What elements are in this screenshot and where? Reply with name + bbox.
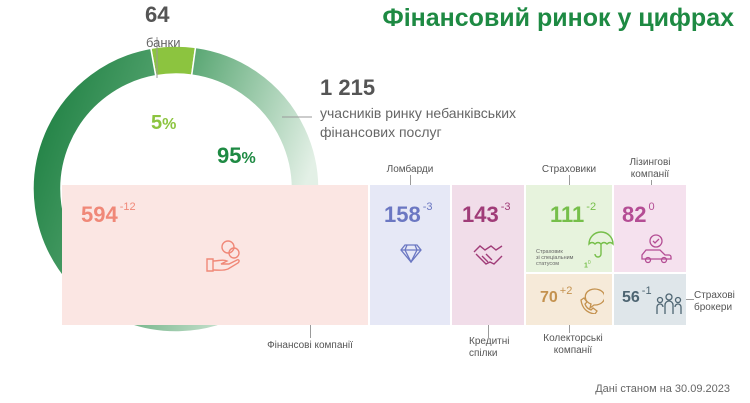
tile-value: 111 -2	[550, 201, 596, 228]
label-insurers: Страховики	[541, 164, 597, 175]
leader-line-leasing	[651, 180, 652, 185]
label-financial-companies: Фінансові компанії	[267, 340, 353, 351]
tile-bg	[62, 185, 368, 325]
tile-value: 82 0	[622, 201, 655, 228]
tile-count: 56	[622, 289, 640, 306]
tile-pawnshops: 158 -3	[370, 185, 450, 325]
tile-change: -3	[500, 201, 511, 213]
special-insurer-note: Страховик зі спеціальним статусом	[536, 249, 574, 267]
tile-count: 70	[540, 289, 558, 306]
tile-count: 82	[622, 202, 647, 227]
tile-change: -1	[641, 285, 652, 297]
leader-line-collection	[569, 325, 570, 333]
label-pawnshops: Ломбарди	[386, 164, 434, 175]
leader-line-brokers	[686, 299, 694, 300]
tile-count: 594	[81, 202, 118, 227]
tile-credit-unions: 143 -3	[452, 185, 524, 325]
nonbank-count: 1 215	[320, 75, 376, 100]
leader-line-financial	[310, 325, 311, 338]
hand-coins-icon	[206, 240, 240, 272]
leader-line-insurers	[569, 175, 570, 185]
tile-count: 143	[462, 202, 499, 227]
tile-value: 56 -1	[622, 285, 652, 307]
footer-date: Дані станом на 30.09.2023	[595, 383, 730, 395]
tile-bg	[614, 185, 686, 272]
special-insurer-count: 10	[584, 260, 591, 270]
nonbank-label: учасників ринку небанківських фінансових…	[320, 105, 517, 140]
pie-slice-banks	[149, 45, 197, 77]
pie-label-banks: 5%	[151, 112, 177, 134]
tile-count: 111	[550, 202, 585, 227]
tile-bg	[526, 274, 612, 325]
tile-financial-companies: 594 -12	[62, 185, 368, 325]
tile-change: -12	[119, 201, 136, 213]
tile-change: +2	[559, 285, 573, 297]
tile-value: 158 -3	[384, 201, 433, 228]
tile-bg	[614, 274, 686, 325]
tile-change: -2	[586, 201, 597, 213]
tile-change: -3	[422, 201, 433, 213]
page-title: Фінансовий ринок у цифрах	[382, 4, 734, 32]
handshake-icon	[473, 245, 503, 265]
tile-collection-companies: 70 +2	[526, 274, 612, 325]
label-credit-unions: Кредитні спілки	[469, 336, 510, 359]
phone-icon	[580, 288, 604, 314]
diamond-icon	[400, 244, 422, 263]
label-collection: Колекторські компанії	[543, 333, 603, 356]
pie-label-nonbank: 95%	[217, 143, 256, 168]
label-brokers: Страхові брокери	[694, 290, 735, 313]
tile-bg	[370, 185, 450, 325]
tile-bg	[452, 185, 524, 325]
label-leasing: Лізингові компанії	[629, 157, 671, 180]
people-icon	[656, 293, 682, 314]
banks-count: 64	[145, 2, 170, 27]
tile-value: 594 -12	[81, 201, 136, 228]
banks-label: банки	[146, 35, 181, 50]
umbrella-icon	[588, 231, 614, 258]
car-icon	[641, 234, 672, 264]
tile-leasing-companies: 82 0	[614, 185, 686, 272]
tile-value: 143 -3	[462, 201, 511, 228]
tile-count: 158	[384, 202, 421, 227]
tile-insurance-brokers: 56 -1	[614, 274, 686, 325]
leader-line-pawnshops	[410, 175, 411, 185]
tile-change: 0	[648, 201, 655, 213]
tile-value: 70 +2	[540, 285, 572, 307]
leader-line-credit	[488, 325, 489, 338]
tile-insurers: 111 -2 Страховик зі спеціальним статусом …	[526, 185, 614, 272]
